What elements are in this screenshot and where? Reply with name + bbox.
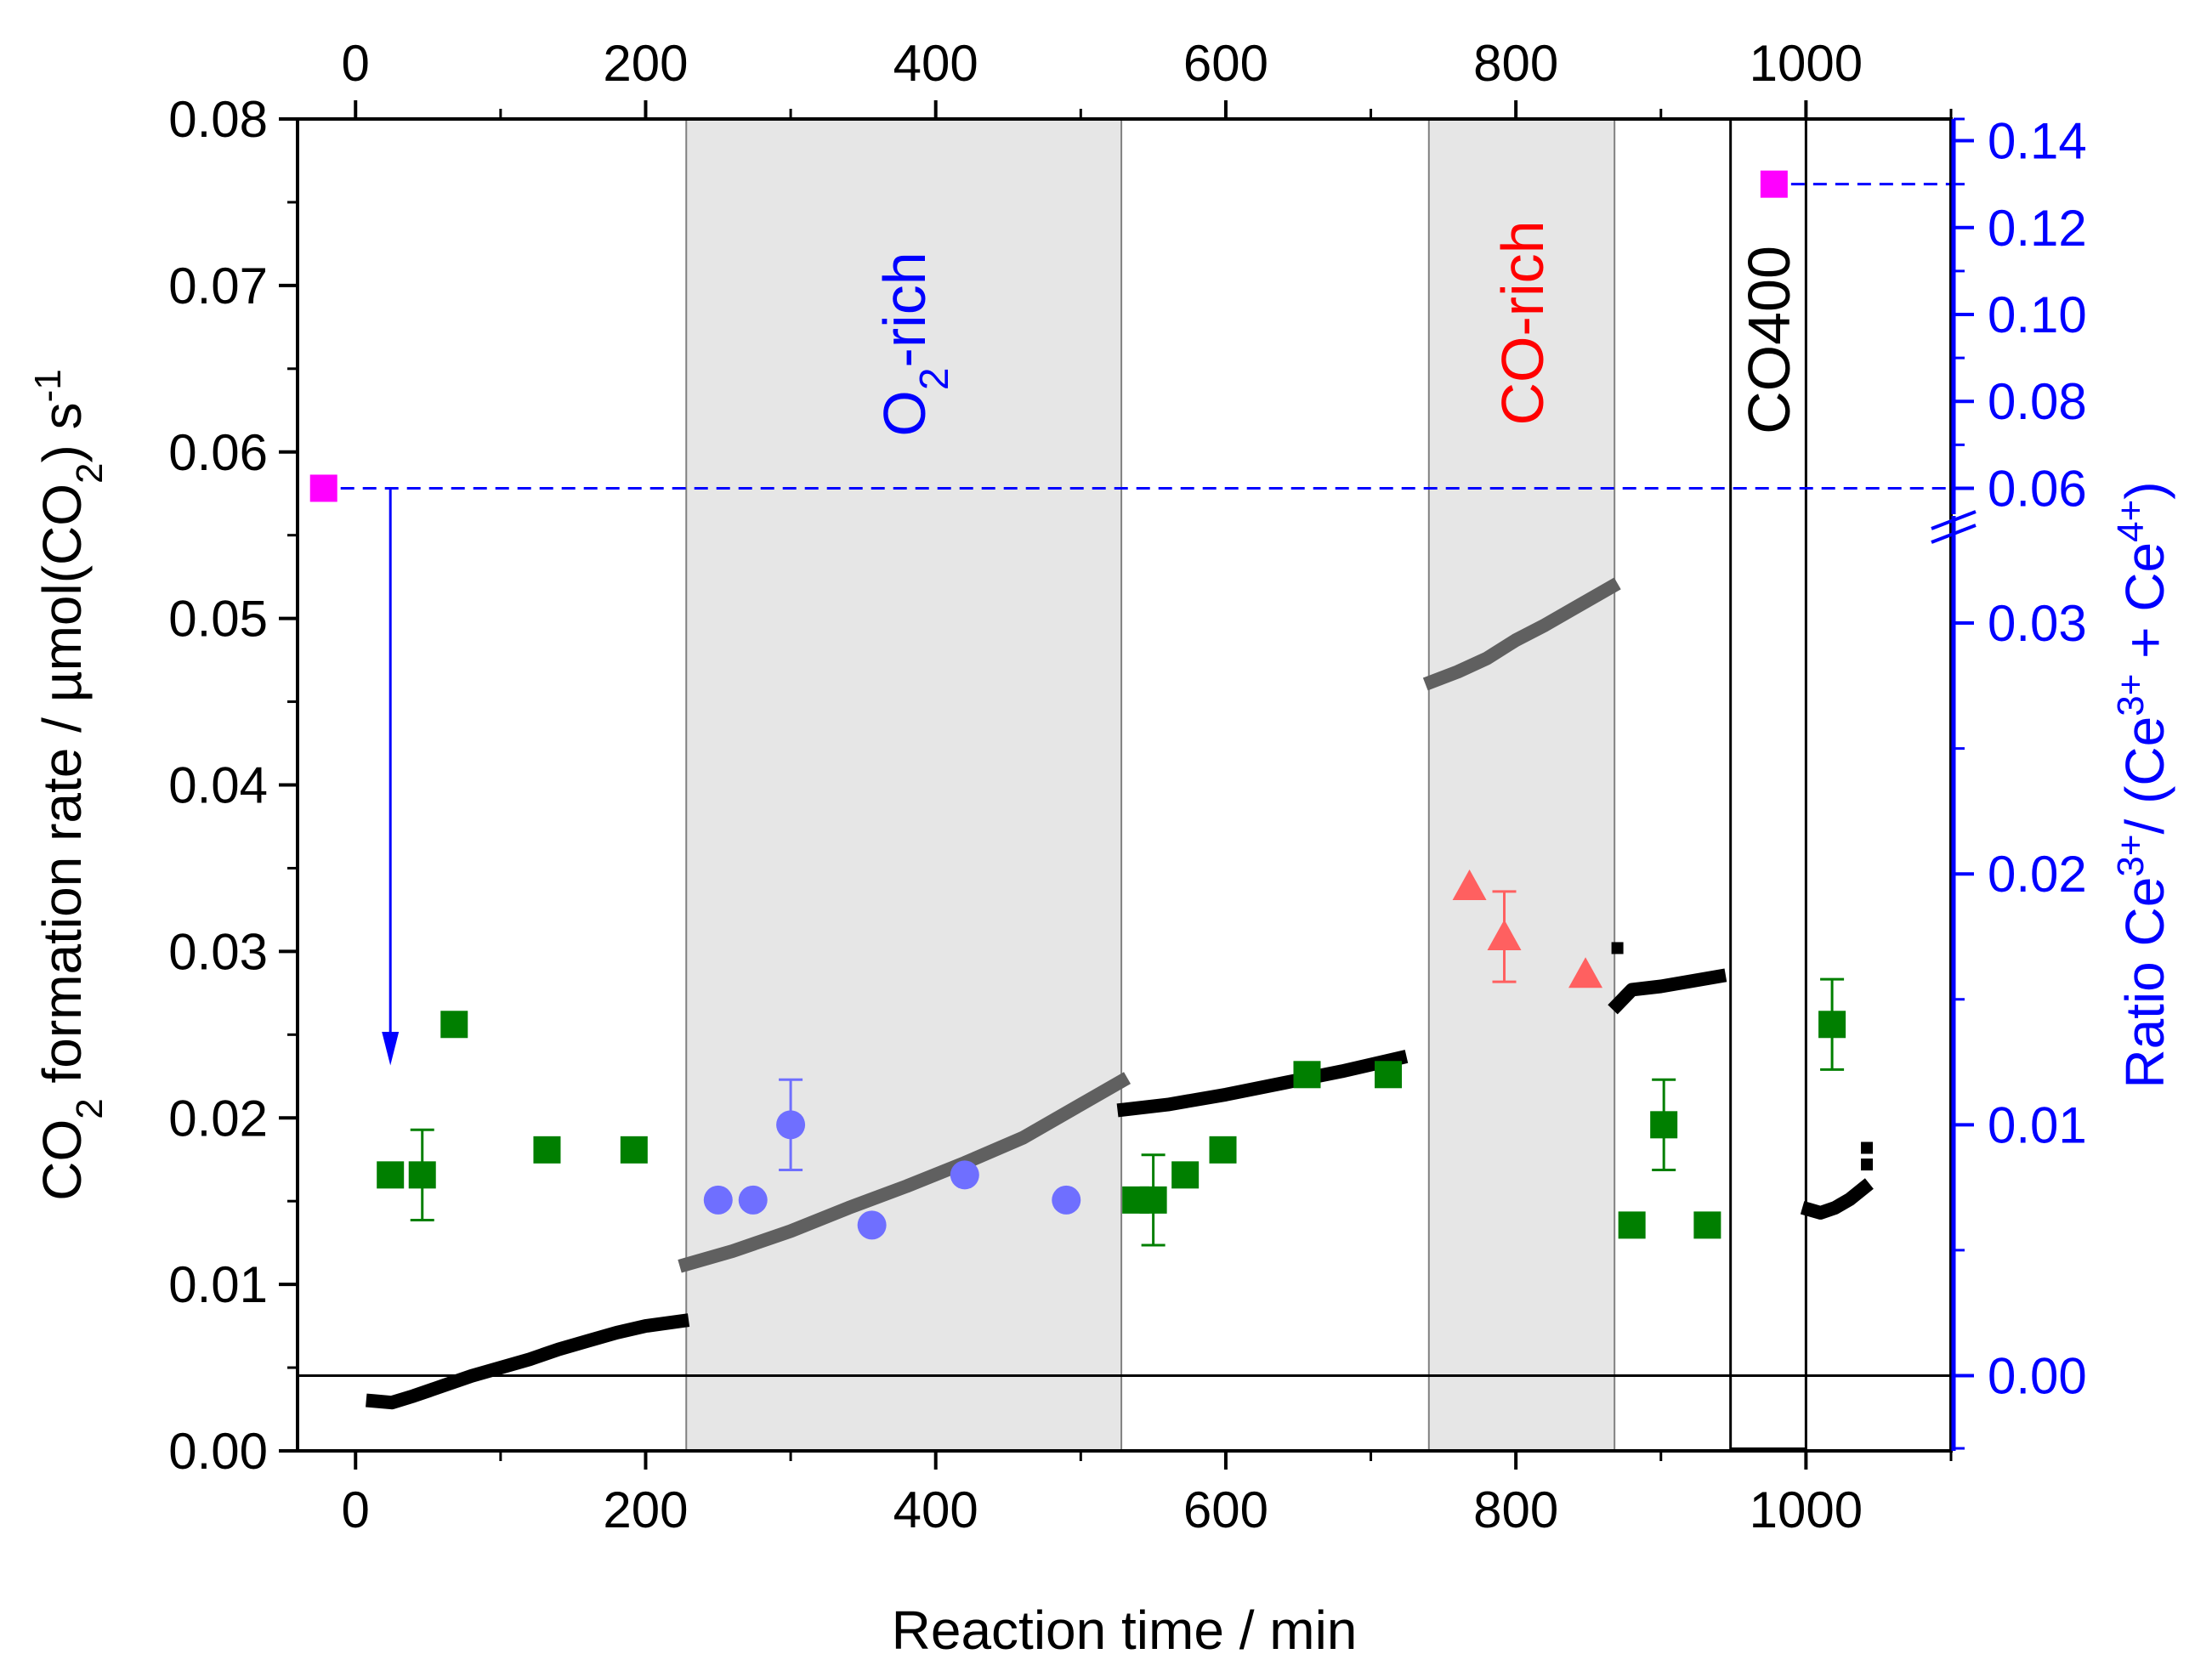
x-tick-label: 600: [1183, 1481, 1268, 1538]
x-tick-label: 200: [603, 1481, 688, 1538]
x-top-tick-label: 0: [342, 35, 370, 92]
y-left-tick-label: 0.08: [168, 91, 268, 148]
data-point-triangle: [1487, 919, 1522, 950]
rate-segment-0-1: [1116, 1050, 1409, 1118]
ratio-points: [309, 170, 1846, 1247]
data-point-circle: [738, 1185, 768, 1215]
y-left-tick-label: 0.07: [168, 258, 268, 314]
shaded-region-1: [1427, 118, 1616, 1452]
y-axis-title-left: CO2 formation rate / µmol(CO2) s-1: [27, 369, 111, 1200]
guide-lines: [298, 119, 1951, 1451]
data-point-square: [408, 1161, 436, 1189]
data-point-triangle: [1568, 957, 1603, 988]
y-left-tick-label: 0.02: [168, 1090, 268, 1147]
data-point-square: [1650, 1111, 1678, 1139]
data-point-triangle: [1452, 869, 1487, 900]
rate-point-isolated: [1861, 1141, 1874, 1154]
y-left-tick-label: 0.00: [168, 1423, 268, 1480]
data-point-square: [1375, 1061, 1403, 1089]
axis-break-mark: [1931, 524, 1977, 544]
o2-rich-label: O2-rich: [871, 252, 957, 436]
rate-segment-0-0: [366, 1313, 690, 1410]
data-point-square: [377, 1161, 405, 1189]
data-point-square: [620, 1136, 648, 1164]
y-left-tick-label: 0.01: [168, 1256, 268, 1313]
x-top-tick-label: 200: [603, 35, 688, 92]
y-right-tick-label: 0.01: [1988, 1096, 2087, 1153]
shaded-region-0: [685, 118, 1123, 1452]
data-point-square: [1139, 1186, 1167, 1214]
x-tick-label: 400: [893, 1481, 978, 1538]
rate-segment-1-1: [1422, 577, 1621, 691]
rate-point-isolated: [1611, 942, 1624, 954]
rate-series: [366, 577, 1874, 1410]
rate-segment-1-0: [678, 1072, 1132, 1273]
y-right-upper-tick-label: 0.12: [1988, 200, 2087, 257]
x-tick-label: 1000: [1750, 1481, 1863, 1538]
x-tick-label: 800: [1473, 1481, 1558, 1538]
shaded-regions: [685, 118, 1616, 1452]
y-axis-title-right: Ratio Ce3+/ (Ce3+ + Ce4+): [2110, 481, 2176, 1088]
rate-point-isolated: [1861, 1158, 1874, 1171]
y-right-tick-label: 0.02: [1988, 846, 2087, 903]
co400-label: CO400: [1736, 246, 1802, 434]
y-right-upper-tick-label: 0.08: [1988, 373, 2087, 430]
x-top-tick-label: 600: [1183, 35, 1268, 92]
axis-break-mark: [1931, 510, 1977, 530]
y-left-tick-label: 0.06: [168, 424, 268, 481]
x-top-tick-label: 800: [1473, 35, 1558, 92]
data-point-circle: [776, 1110, 806, 1140]
data-point-square: [1171, 1161, 1200, 1189]
data-point-circle: [703, 1185, 733, 1215]
x-top-tick-label: 1000: [1750, 35, 1863, 92]
plot-frame: [296, 117, 1953, 1453]
tick-labels: 0 0 200 200 400 400 600 600 800 800 1000 1000 0.00 0.…: [168, 35, 2087, 1538]
data-point-circle: [950, 1160, 979, 1190]
data-point-square: [1760, 170, 1788, 198]
data-point-square: [1693, 1211, 1721, 1239]
y-right-upper-tick-label: 0.06: [1988, 460, 2087, 517]
data-point-square: [1618, 1211, 1646, 1239]
data-point-square: [1293, 1061, 1321, 1089]
co-rich-label: CO-rich: [1489, 220, 1556, 425]
data-point-square: [1818, 1011, 1846, 1039]
rate-segment-0-3: [1800, 1178, 1874, 1220]
axis-ticks: [279, 100, 1977, 1470]
data-point-square: [533, 1136, 561, 1164]
guide-arrow-head: [382, 1032, 400, 1066]
data-point-square: [440, 1011, 468, 1039]
x-axis-title: Reaction time / min: [892, 1600, 1358, 1661]
y-left-tick-label: 0.03: [168, 923, 268, 980]
x-top-tick-label: 400: [893, 35, 978, 92]
y-right-upper-tick-label: 0.10: [1988, 286, 2087, 343]
rate-segment-0-2: [1608, 968, 1727, 1015]
y-right-tick-label: 0.03: [1988, 595, 2087, 652]
y-right-tick-label: 0.00: [1988, 1347, 2087, 1404]
data-point-square: [309, 474, 337, 502]
x-tick-label: 0: [342, 1481, 370, 1538]
data-point-circle: [1052, 1185, 1081, 1215]
y-left-tick-label: 0.04: [168, 757, 268, 814]
y-right-upper-tick-label: 0.14: [1988, 113, 2087, 170]
data-point-circle: [857, 1210, 887, 1240]
y-left-tick-label: 0.05: [168, 591, 268, 648]
data-point-square: [1209, 1136, 1237, 1164]
